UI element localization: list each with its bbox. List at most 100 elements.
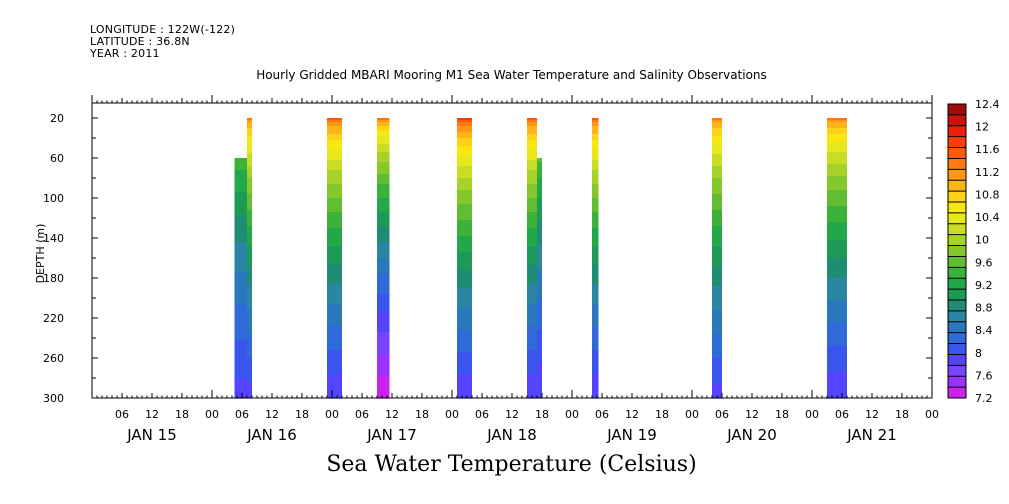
data-cell [377,356,390,359]
data-cell [247,218,252,221]
data-cell [234,394,247,397]
data-cell [247,118,252,121]
data-cell [327,138,342,141]
colorbar-swatch [948,158,966,170]
data-cell [712,386,722,389]
data-cell [712,362,722,365]
data-cell [827,170,847,173]
data-cell [247,176,252,179]
data-cell [457,142,472,145]
data-cell [247,254,252,257]
data-cell [234,180,247,183]
data-cell [327,134,342,137]
colorbar-label: 8.4 [975,324,993,337]
data-cell [377,236,390,239]
data-cell [457,308,472,311]
data-cell [592,338,599,341]
data-cell [527,252,537,255]
data-cell [234,188,247,191]
colorbar-label: 9.6 [975,256,993,269]
data-cell [327,346,342,349]
data-cell [247,220,252,223]
data-cell [457,314,472,317]
data-cell [377,156,390,159]
data-cell [234,302,247,305]
data-cell [537,316,542,319]
colorbar-swatch [948,354,966,366]
data-cell [712,180,722,183]
data-cell [247,276,252,279]
data-cell [592,284,599,287]
data-cell [247,390,252,393]
data-cell [234,312,247,315]
data-cell [527,366,537,369]
data-cell [712,148,722,151]
data-cell [234,352,247,355]
data-cell [712,310,722,313]
data-cell [827,298,847,301]
data-cell [327,282,342,285]
colorbar: 7.2 7.6 8 8.4 8.8 9.2 9.6 10 10.4 10.8 11.2 11.6 12 1… [947,98,1000,405]
data-cell [537,324,542,327]
data-cell [527,388,537,391]
data-cell [247,386,252,389]
data-cell [592,378,599,381]
data-column [537,158,542,399]
data-cell [377,188,390,191]
data-cell [457,204,472,207]
data-cell [527,302,537,305]
data-cell [377,388,390,391]
data-cell [527,260,537,263]
data-cell [537,222,542,225]
data-cell [377,126,390,129]
data-cell [527,150,537,153]
data-cell [247,380,252,383]
data-cell [234,272,247,275]
data-cell [527,240,537,243]
data-cell [457,264,472,267]
data-cell [712,376,722,379]
data-cell [527,128,537,131]
data-cell [827,190,847,193]
data-cell [377,288,390,291]
data-cell [234,174,247,177]
data-cell [234,310,247,313]
data-cell [247,194,252,197]
data-cell [234,390,247,393]
axes: 06 12 18 00 06 12 18 00 06 12 18 00 06 12 18 00 06 12 18 00… [34,95,939,444]
data-cell [527,358,537,361]
data-cell [377,194,390,197]
data-cell [377,290,390,293]
data-cell [527,258,537,261]
data-cell [377,280,390,283]
data-cell [247,270,252,273]
data-cell [457,354,472,357]
data-cell [712,216,722,219]
data-cell [712,130,722,133]
x-tick-label: 18 [295,408,309,421]
data-cell [457,356,472,359]
data-cell [537,312,542,315]
data-cell [527,314,537,317]
data-cell [327,308,342,311]
data-cell [527,156,537,159]
data-cell [712,238,722,241]
data-cell [457,304,472,307]
data-cell [457,226,472,229]
data-cell [377,392,390,395]
data-cell [327,126,342,129]
data-cell [527,186,537,189]
data-cell [537,358,542,361]
data-cell [712,332,722,335]
data-cell [712,264,722,267]
data-cell [234,228,247,231]
data-cell [527,214,537,217]
data-cell [527,338,537,341]
data-cell [827,244,847,247]
data-cell [377,274,390,277]
data-cell [827,148,847,151]
data-cell [712,250,722,253]
data-cell [592,242,599,245]
data-cell [592,244,599,247]
data-cell [537,368,542,371]
